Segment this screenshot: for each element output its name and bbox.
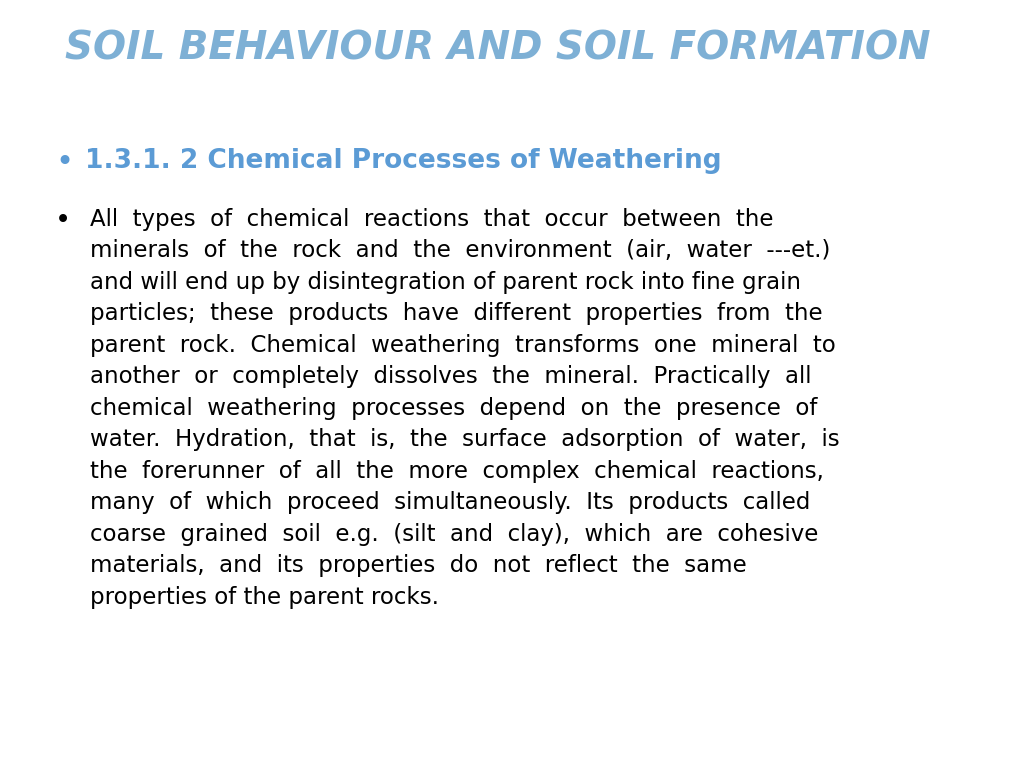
Text: 1.3.1. 2 Chemical Processes of Weathering: 1.3.1. 2 Chemical Processes of Weatherin… — [85, 148, 722, 174]
Text: •: • — [55, 148, 73, 177]
Text: SOIL BEHAVIOUR AND SOIL FORMATION: SOIL BEHAVIOUR AND SOIL FORMATION — [65, 30, 931, 68]
Text: •: • — [55, 208, 71, 234]
Text: All  types  of  chemical  reactions  that  occur  between  the
minerals  of  the: All types of chemical reactions that occ… — [90, 208, 840, 608]
